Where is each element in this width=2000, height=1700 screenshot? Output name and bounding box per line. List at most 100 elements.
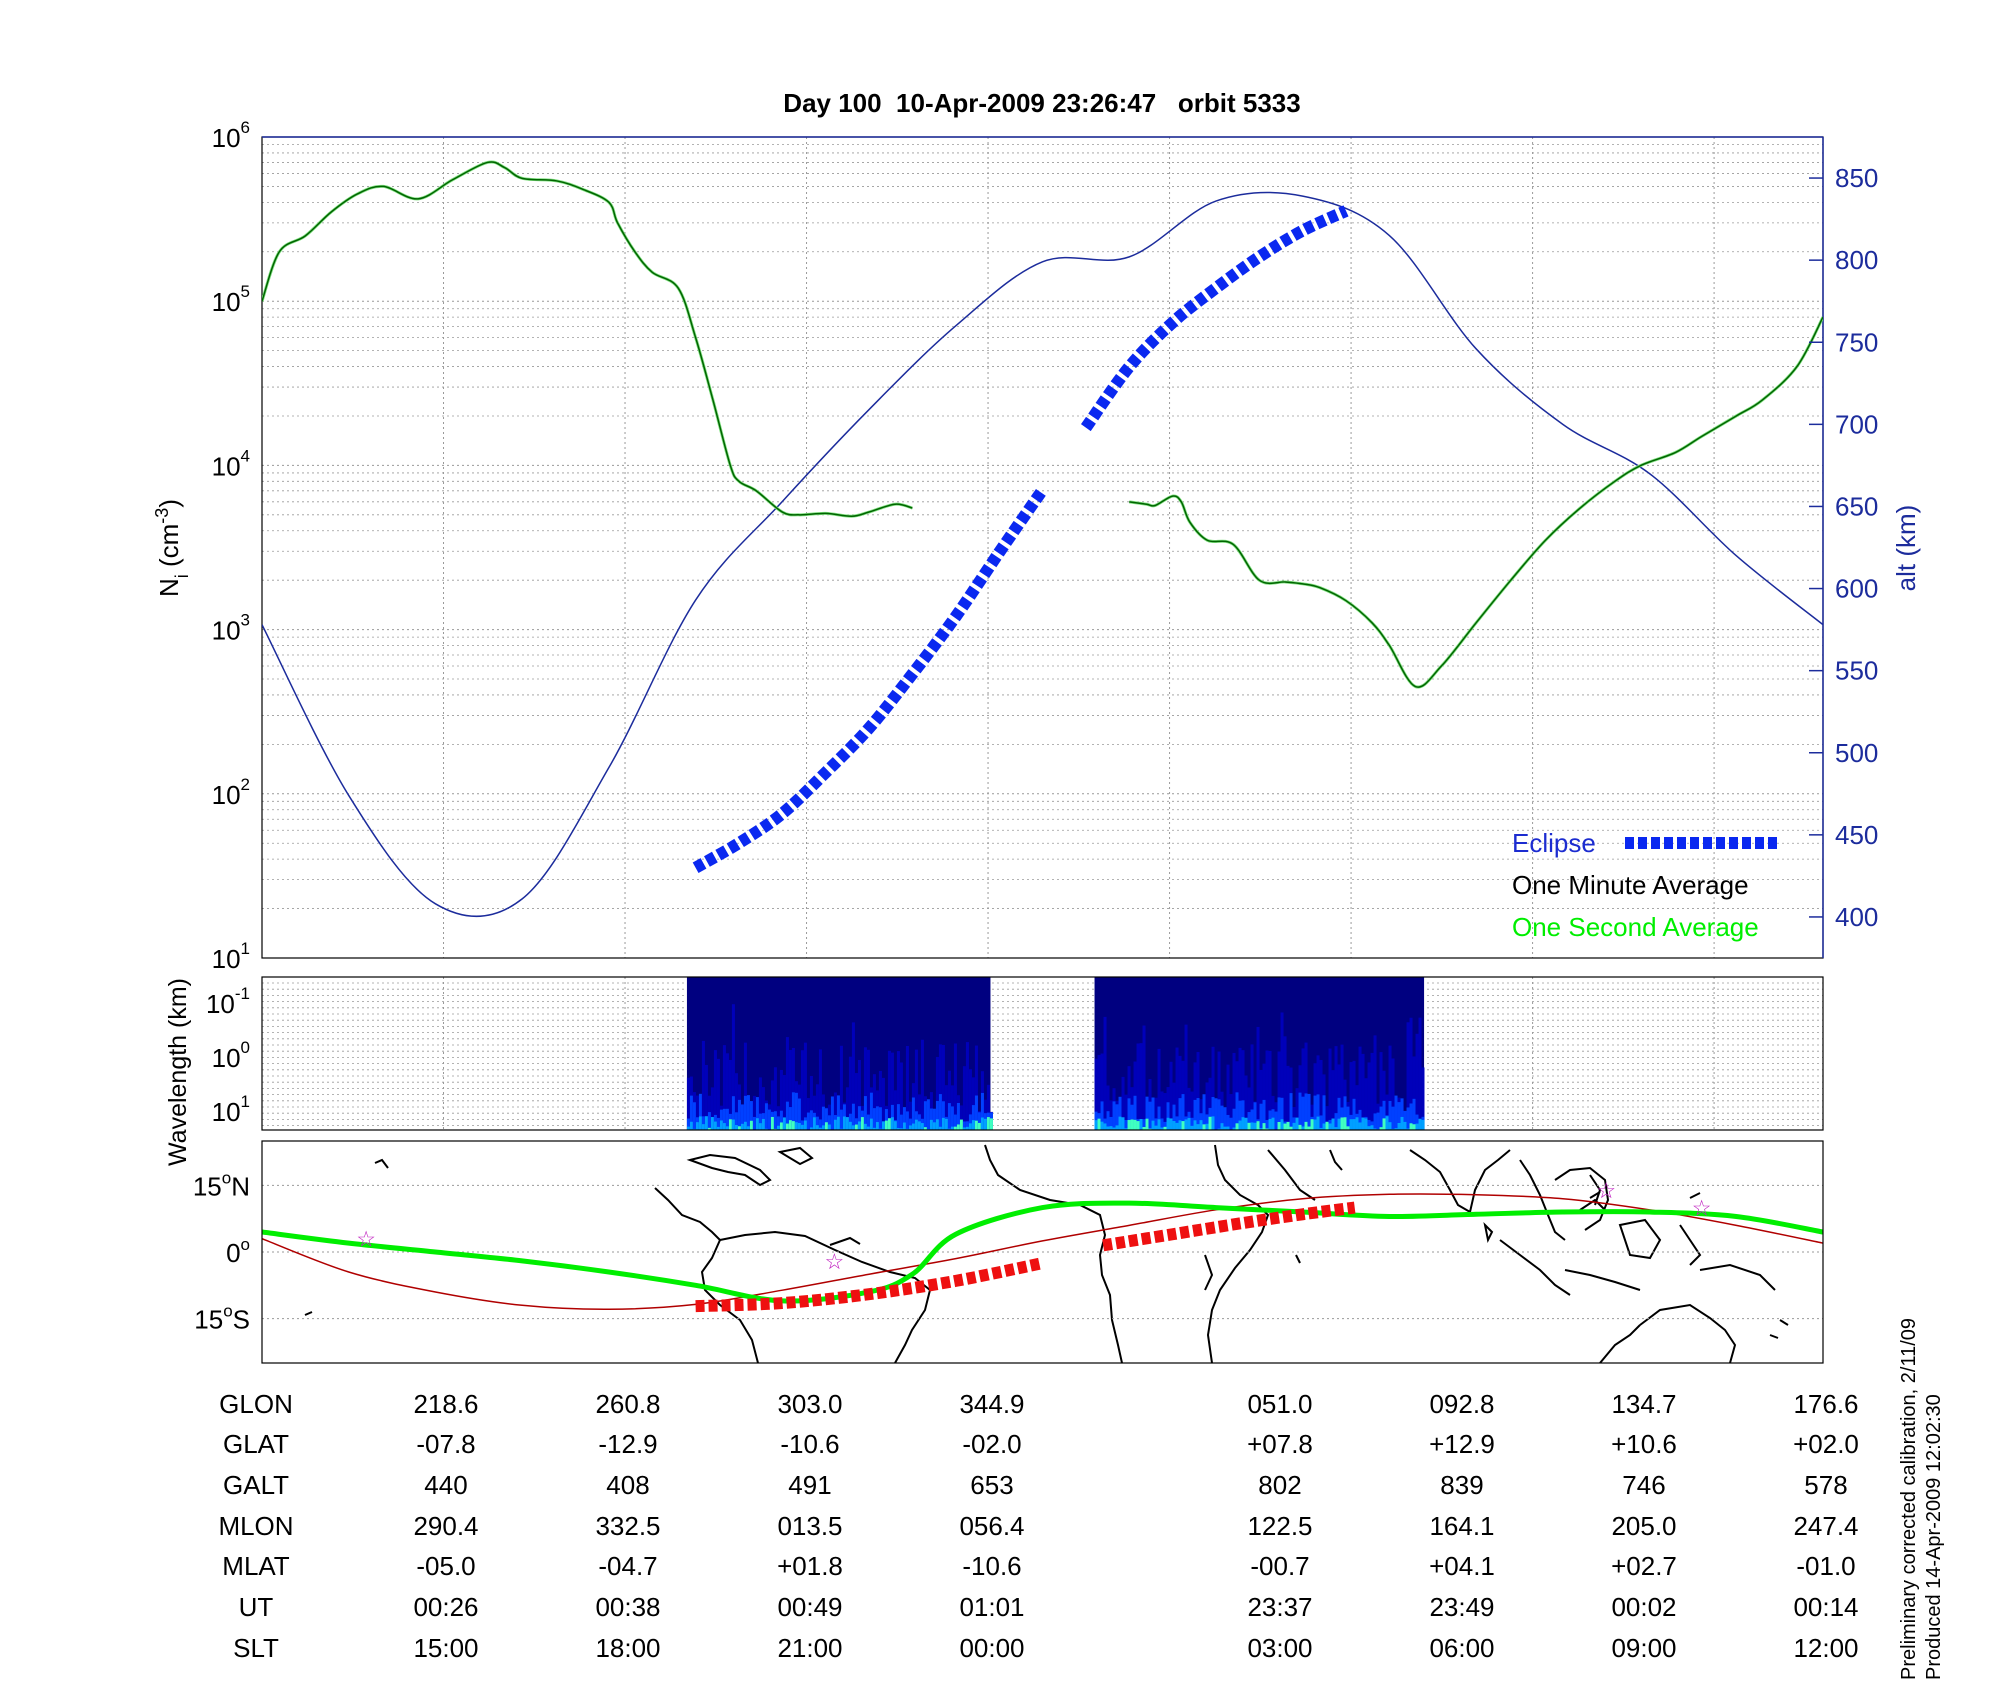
spectrogram-column bbox=[1196, 1052, 1200, 1130]
spectrogram-column-mid bbox=[1394, 1095, 1398, 1130]
spectrogram-column-high bbox=[857, 1121, 861, 1130]
spectrogram-column-high bbox=[1319, 1127, 1323, 1130]
spectrogram-column-mid bbox=[1259, 1103, 1263, 1130]
spectrogram-column bbox=[1160, 1091, 1164, 1130]
spectrogram-column bbox=[779, 1069, 783, 1130]
spectrogram-column-high bbox=[974, 1120, 978, 1130]
spectrogram-column bbox=[845, 1087, 849, 1130]
star-marker: ☆ bbox=[1596, 1178, 1616, 1203]
spectrogram-column-mid bbox=[836, 1095, 840, 1130]
density-tick: 102 bbox=[212, 775, 250, 810]
spectrogram-column-mid bbox=[701, 1116, 705, 1130]
spectrogram-column-mid bbox=[1190, 1117, 1194, 1130]
spectrogram-column-mid bbox=[1220, 1105, 1224, 1130]
spectrogram-column-high bbox=[887, 1118, 891, 1130]
spectrogram-column-high bbox=[941, 1117, 945, 1130]
spectrogram-column bbox=[1157, 1048, 1161, 1130]
spectrogram-column-mid bbox=[794, 1092, 798, 1130]
ephemeris-cell: 218.6 bbox=[413, 1389, 478, 1419]
spectrogram-column-high bbox=[704, 1116, 708, 1130]
spectrogram-column-mid bbox=[1229, 1117, 1233, 1130]
spectrogram-column bbox=[1154, 1097, 1158, 1130]
spectrogram-column-mid bbox=[1280, 1097, 1284, 1130]
spectrogram-column-mid bbox=[1211, 1097, 1215, 1130]
ephemeris-cell: 802 bbox=[1258, 1470, 1301, 1500]
spectrogram-column bbox=[716, 1058, 720, 1130]
spectrogram-column-mid bbox=[956, 1102, 960, 1130]
spectrogram-column-high bbox=[1160, 1127, 1164, 1130]
spectrogram-column-mid bbox=[1142, 1119, 1146, 1130]
spectrogram-column-high bbox=[821, 1125, 825, 1130]
spectrogram-column-high bbox=[746, 1126, 750, 1130]
spectrogram-column-high bbox=[1406, 1128, 1410, 1130]
spectrogram-column-mid bbox=[788, 1107, 792, 1130]
spectrogram-column-high bbox=[902, 1122, 906, 1130]
spectrogram-column-high bbox=[1118, 1116, 1122, 1130]
spectrogram-column bbox=[1136, 1043, 1140, 1130]
spectrogram-column-high bbox=[956, 1124, 960, 1130]
spectrogram-column bbox=[1232, 1052, 1236, 1130]
density-tick-label: 103 bbox=[212, 611, 250, 646]
spectrogram-column-mid bbox=[938, 1094, 942, 1130]
spectrogram-column bbox=[1247, 1087, 1251, 1130]
spectrogram-column-high bbox=[788, 1120, 792, 1130]
spectrogram-column-high bbox=[824, 1122, 828, 1130]
ephemeris-cell: -07.8 bbox=[416, 1429, 475, 1459]
spectrogram-column-high bbox=[1265, 1128, 1269, 1130]
spectrogram-column-mid bbox=[1178, 1098, 1182, 1130]
density-tick: 101 bbox=[212, 939, 250, 974]
altitude-tick-label: 400 bbox=[1835, 902, 1878, 932]
ephemeris-cell: 134.7 bbox=[1611, 1389, 1676, 1419]
ephemeris-cell: 09:00 bbox=[1611, 1633, 1676, 1663]
spectrogram-column-high bbox=[725, 1126, 729, 1130]
spectrogram-column-mid bbox=[1151, 1097, 1155, 1130]
spectrogram-column-high bbox=[1316, 1116, 1320, 1130]
spectrogram-column-mid bbox=[1181, 1094, 1185, 1130]
spectrogram-column bbox=[695, 1095, 699, 1130]
ephemeris-cell: 290.4 bbox=[413, 1511, 478, 1541]
spectrogram-column-mid bbox=[731, 1096, 735, 1130]
spectrogram-column-high bbox=[1112, 1127, 1116, 1130]
density-tick-label: 105 bbox=[212, 282, 250, 317]
spectrogram-column-high bbox=[1127, 1120, 1131, 1130]
spectrogram-column-high bbox=[770, 1116, 774, 1130]
altitude-tick-label: 750 bbox=[1835, 327, 1878, 357]
spectrogram-column-high bbox=[1163, 1126, 1167, 1130]
density-tick: 103 bbox=[212, 611, 250, 646]
spectrogram-column-high bbox=[719, 1120, 723, 1130]
spectrogram-column-high bbox=[932, 1122, 936, 1130]
ephemeris-row-label: UT bbox=[239, 1592, 274, 1622]
spectrogram-column-high bbox=[848, 1121, 852, 1130]
spectrogram-column-high bbox=[1310, 1119, 1314, 1130]
spectrogram-column-mid bbox=[758, 1113, 762, 1130]
spectrogram-column-mid bbox=[1334, 1113, 1338, 1130]
spectrogram-column-mid bbox=[908, 1118, 912, 1130]
spectrogram-column-high bbox=[1289, 1126, 1293, 1130]
spectrogram-column bbox=[1262, 1063, 1266, 1130]
spectrogram-column-high bbox=[1166, 1117, 1170, 1130]
spectrogram-column-mid bbox=[818, 1119, 822, 1130]
spectrogram-column-high bbox=[1259, 1128, 1263, 1130]
spectrogram-column bbox=[899, 1062, 903, 1130]
ephemeris-row-label: GALT bbox=[223, 1470, 289, 1500]
ephemeris-cell: 00:02 bbox=[1611, 1592, 1676, 1622]
spectrogram-column bbox=[1283, 1036, 1287, 1130]
spectrogram-column-mid bbox=[1388, 1100, 1392, 1130]
spectrogram-column bbox=[743, 1042, 747, 1130]
spectrogram-column bbox=[1373, 1035, 1377, 1130]
spectrogram-column-high bbox=[869, 1118, 873, 1130]
spectrogram-column-high bbox=[1241, 1117, 1245, 1130]
spectrogram-column bbox=[1334, 1046, 1338, 1130]
spectrogram-column-mid bbox=[1196, 1098, 1200, 1130]
spectrogram-column-mid bbox=[1238, 1100, 1242, 1130]
spectrogram-column-high bbox=[1232, 1127, 1236, 1130]
spectrogram-column-mid bbox=[1217, 1099, 1221, 1130]
spectrogram-column-high bbox=[1139, 1118, 1143, 1130]
spectrogram-column-high bbox=[962, 1127, 966, 1130]
ephemeris-cell: -00.7 bbox=[1250, 1551, 1309, 1581]
spectrogram-column bbox=[857, 1059, 861, 1130]
spectrogram-column-mid bbox=[809, 1110, 813, 1130]
spectrogram-column-high bbox=[1235, 1123, 1239, 1130]
ephemeris-cell: 00:49 bbox=[777, 1592, 842, 1622]
ephemeris-cell: -02.0 bbox=[962, 1429, 1021, 1459]
